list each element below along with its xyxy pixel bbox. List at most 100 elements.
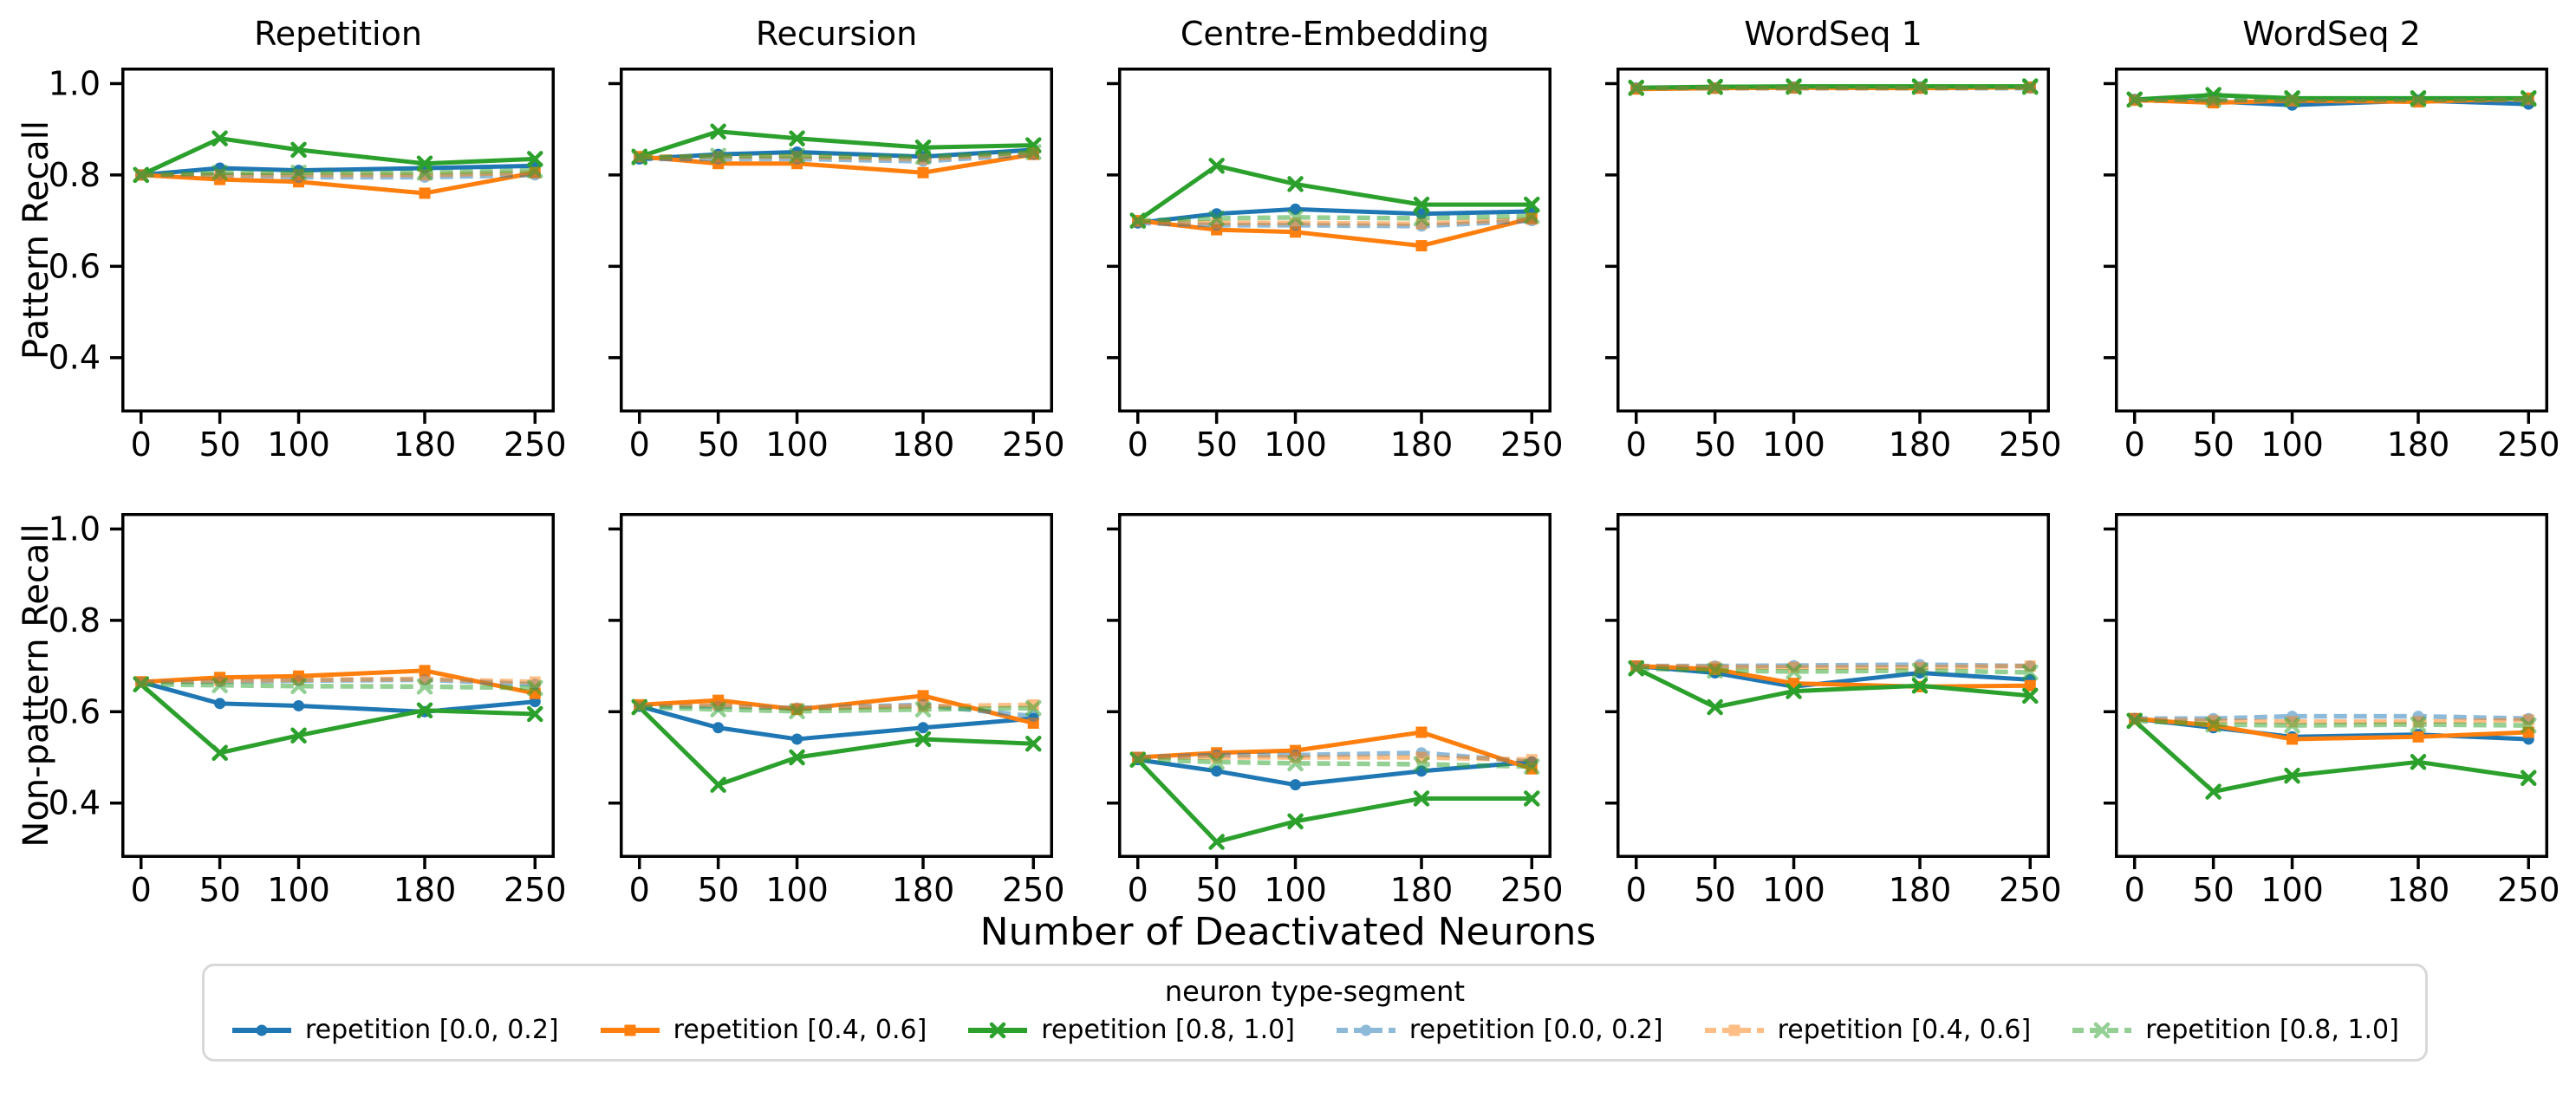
svg-text:1.0: 1.0 <box>49 510 101 548</box>
svg-text:100: 100 <box>2261 425 2324 464</box>
y-axis-label-cell: Non-pattern Recall <box>0 513 121 847</box>
svg-text:0: 0 <box>1128 871 1148 909</box>
svg-text:250: 250 <box>1999 871 2062 909</box>
subplot-pattern-recall-wordseq-2: 0 50 100 180 250 <box>2104 68 2560 464</box>
legend-entry-label: repetition [0.4, 0.6] <box>1777 1015 2032 1045</box>
svg-text:0: 0 <box>1128 425 1148 464</box>
legend-entry: repetition [0.8, 1.0] <box>2071 1015 2399 1045</box>
subplot-non-pattern-recall-repetition: 0 50 100 180 250 1.0 0.8 0.6 0.4 <box>49 510 567 909</box>
svg-text:250: 250 <box>504 871 567 909</box>
legend-entry: repetition [0.4, 0.6] <box>1703 1015 2032 1045</box>
svg-text:0: 0 <box>1626 871 1647 909</box>
svg-text:250: 250 <box>1002 425 1065 464</box>
svg-text:100: 100 <box>1762 871 1825 909</box>
svg-text:0.6: 0.6 <box>49 247 101 285</box>
legend-sample-dashed-orange <box>1704 1024 1764 1036</box>
subplot-title-centre-embedding: Centre-Embedding <box>1180 15 1490 53</box>
svg-text:50: 50 <box>2192 871 2234 909</box>
svg-text:180: 180 <box>394 425 457 464</box>
svg-text:50: 50 <box>697 871 738 909</box>
subplot-cell: WordSeq 2 0 50 100 180 250 <box>2104 0 2560 464</box>
plot-row-pattern-recall: Pattern Recall Repetition 0 50 100 180 250 1.… <box>0 0 2576 464</box>
legend-sample-dashed-green <box>2072 1022 2132 1038</box>
svg-text:180: 180 <box>2387 871 2450 909</box>
svg-text:0.8: 0.8 <box>49 601 101 640</box>
svg-text:0: 0 <box>1626 425 1647 464</box>
legend-entry-label: repetition [0.0, 0.2] <box>305 1015 559 1045</box>
svg-text:50: 50 <box>2192 425 2234 464</box>
legend-sample-dashed-blue <box>1336 1024 1395 1036</box>
svg-text:180: 180 <box>892 425 955 464</box>
svg-text:50: 50 <box>1694 425 1735 464</box>
subplot-cell: Centre-Embedding 0 50 100 180 250 <box>1107 0 1564 464</box>
svg-text:50: 50 <box>198 871 240 909</box>
svg-text:50: 50 <box>1195 425 1237 464</box>
svg-text:0.4: 0.4 <box>49 784 101 822</box>
svg-text:0: 0 <box>2124 425 2145 464</box>
plot-row-non-pattern-recall: Non-pattern Recall 0 50 100 180 250 1.0 0.8 0.6… <box>0 510 2576 910</box>
svg-text:100: 100 <box>267 425 330 464</box>
subplot-cell: 0 50 100 180 250 <box>2104 513 2560 910</box>
subplot-non-pattern-recall-wordseq-1: 0 50 100 180 250 <box>1605 513 2062 909</box>
x-axis-label: Number of Deactivated Neurons <box>979 910 1597 954</box>
subplot-pattern-recall-wordseq-1: 0 50 100 180 250 <box>1605 68 2062 464</box>
subplot-cell: 0 50 100 180 250 <box>1107 513 1564 910</box>
subplot-pattern-recall-repetition: 0 50 100 180 250 1.0 0.8 0.6 0.4 <box>49 64 567 464</box>
legend-sample-solid-green <box>968 1022 1028 1038</box>
svg-text:180: 180 <box>394 871 457 909</box>
y-axis-label-pattern-recall: Pattern Recall <box>16 120 56 360</box>
svg-text:0.4: 0.4 <box>49 339 101 377</box>
svg-text:250: 250 <box>1999 425 2062 464</box>
svg-text:0.6: 0.6 <box>49 692 101 731</box>
subplot-title-wordseq-1: WordSeq 1 <box>1744 15 1922 53</box>
svg-text:250: 250 <box>504 425 567 464</box>
svg-text:1.0: 1.0 <box>49 64 101 102</box>
subplot-non-pattern-recall-wordseq-2: 0 50 100 180 250 <box>2104 513 2560 909</box>
y-axis-label-cell: Pattern Recall <box>0 0 121 360</box>
svg-text:250: 250 <box>2497 871 2560 909</box>
subplot-cell: 0 50 100 180 250 <box>608 513 1065 910</box>
svg-text:100: 100 <box>1264 871 1327 909</box>
svg-text:50: 50 <box>1195 871 1237 909</box>
legend-entry-label: repetition [0.8, 1.0] <box>2145 1015 2399 1045</box>
svg-text:50: 50 <box>198 425 240 464</box>
svg-text:0: 0 <box>2124 871 2145 909</box>
legend-entry: repetition [0.0, 0.2] <box>231 1015 559 1045</box>
legend-title: neuron type-segment <box>1164 975 1465 1008</box>
legend: neuron type-segment repetition [0.0, 0.2… <box>202 964 2428 1062</box>
legend-items: repetition [0.0, 0.2] repetition [0.4, 0… <box>231 1015 2399 1045</box>
legend-entry: repetition [0.4, 0.6] <box>599 1015 927 1045</box>
svg-text:100: 100 <box>765 871 829 909</box>
subplot-cell: 0 50 100 180 250 1.0 0.8 0.6 0.4 <box>49 510 567 910</box>
subplot-title-repetition: Repetition <box>254 15 422 53</box>
svg-text:180: 180 <box>1889 425 1952 464</box>
subplot-cell: Recursion 0 50 100 180 250 <box>608 0 1065 464</box>
svg-text:100: 100 <box>1264 425 1327 464</box>
subplot-title-wordseq-2: WordSeq 2 <box>2242 15 2421 53</box>
subplot-pattern-recall-centre-embedding: 0 50 100 180 250 <box>1107 68 1564 464</box>
svg-text:100: 100 <box>765 425 829 464</box>
subplot-pattern-recall-recursion: 0 50 100 180 250 <box>608 68 1065 464</box>
legend-entry-label: repetition [0.8, 1.0] <box>1041 1015 1295 1045</box>
svg-text:50: 50 <box>1694 871 1735 909</box>
legend-entry-label: repetition [0.4, 0.6] <box>673 1015 927 1045</box>
y-axis-label-non-pattern-recall: Non-pattern Recall <box>16 523 56 847</box>
legend-entry: repetition [0.8, 1.0] <box>966 1015 1295 1045</box>
svg-text:50: 50 <box>697 425 738 464</box>
svg-text:0: 0 <box>131 871 152 909</box>
svg-text:100: 100 <box>1762 425 1825 464</box>
svg-text:250: 250 <box>1500 871 1564 909</box>
subplot-cell: 0 50 100 180 250 <box>1605 513 2062 910</box>
legend-entry-label: repetition [0.0, 0.2] <box>1408 1015 1663 1045</box>
svg-text:180: 180 <box>1889 871 1952 909</box>
svg-text:250: 250 <box>1002 871 1065 909</box>
svg-text:0: 0 <box>131 425 152 464</box>
svg-text:100: 100 <box>2261 871 2324 909</box>
legend-entry: repetition [0.0, 0.2] <box>1335 1015 1663 1045</box>
svg-text:180: 180 <box>1390 425 1454 464</box>
svg-text:100: 100 <box>267 871 330 909</box>
svg-text:180: 180 <box>1390 871 1454 909</box>
subplot-non-pattern-recall-recursion: 0 50 100 180 250 <box>608 513 1065 909</box>
svg-text:250: 250 <box>1500 425 1564 464</box>
